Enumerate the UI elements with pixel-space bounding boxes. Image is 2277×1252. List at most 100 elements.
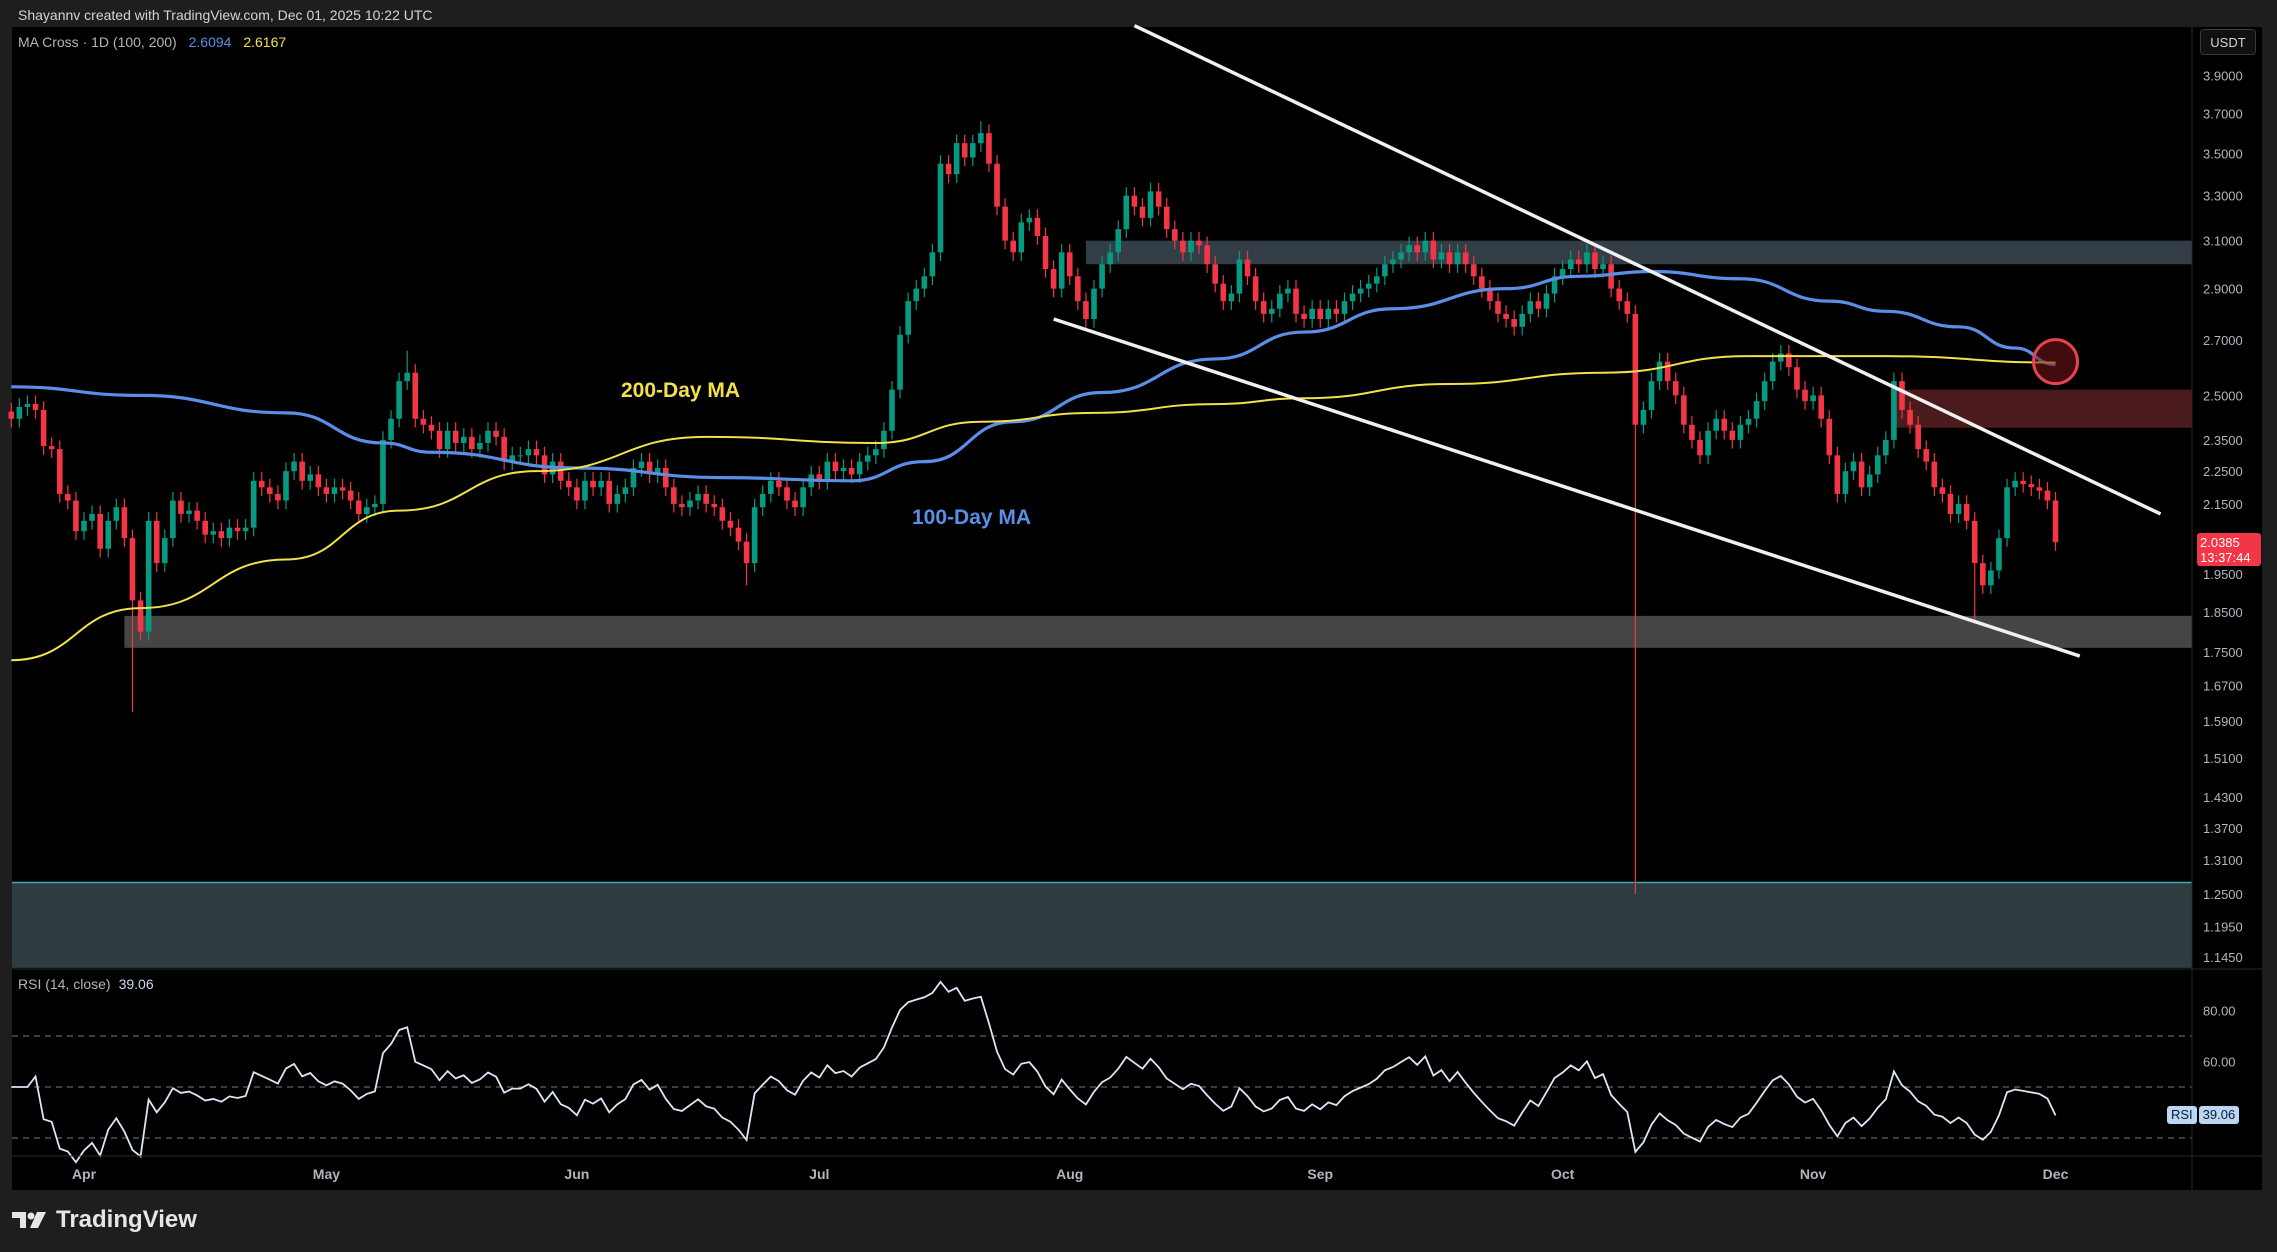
candle-body [1317,308,1324,320]
candle-body [1034,217,1041,237]
candle-body [1664,361,1671,382]
candle-body [2036,487,2043,491]
date-tick-label: May [313,1166,340,1182]
candle-body [1963,503,1970,521]
candle-body [566,480,572,488]
candle-body [840,467,847,472]
candle-body [1778,353,1784,362]
candle-body [1414,245,1420,253]
candle-body [234,527,241,532]
candle-body [1608,264,1614,289]
candle-body [784,487,790,501]
candle-body [1915,424,1921,450]
candle-body [1438,252,1445,260]
candle-body [1099,264,1105,289]
candle-body [283,471,289,501]
candle-body [1794,367,1800,390]
candle-body [1333,308,1340,314]
candle-body [1349,293,1356,302]
date-tick-label: Jun [564,1166,589,1182]
rsi-tick-label: 60.00 [2203,1055,2236,1070]
axes-layer[interactable]: 3.9000 3.7000 3.5000 3.3000 3.1000 2.9000 2.70… [72,69,2243,1182]
candle-body [873,449,879,456]
candle-body [420,418,427,425]
candle-body [1220,283,1227,302]
candle-body [1172,229,1178,241]
price-tick-label: 2.7000 [2203,333,2243,348]
candle-body [1188,240,1194,253]
candle-body [598,480,604,488]
candle-body [477,442,483,450]
candle-body [1721,418,1728,431]
ma100-line [11,269,2056,483]
channel-lower-trendline [1053,317,2081,658]
candle-body [412,372,419,419]
price-tick-label: 2.2500 [2203,464,2243,479]
rsi-layer [11,980,2057,1164]
candle-body [719,507,726,521]
candle-body [1907,409,1913,425]
candle-body [1883,439,1889,456]
candle-body [1923,449,1930,462]
candle-body [1891,381,1897,440]
candle-body [759,493,766,508]
candle-body [202,520,208,535]
price-tick-label: 1.1450 [2203,950,2243,965]
price-tick-label: 3.5000 [2203,146,2243,161]
currency-button[interactable]: USDT [2200,29,2256,55]
candle-body [1406,245,1412,253]
candle-body [380,439,386,504]
candle-body [945,163,952,175]
candle-body [1260,301,1267,314]
price-tick-label: 3.7000 [2203,106,2243,121]
candle-body [339,487,346,491]
candle-body [1527,301,1534,314]
candle-body [654,467,661,475]
supply-zone [1893,389,2192,428]
candle-body [469,436,475,450]
candle-body [436,430,443,450]
date-tick-label: Jul [809,1166,829,1182]
candle-body [1899,381,1905,410]
candle-body [889,389,895,431]
ma100-annotation: 100-Day MA [912,506,1032,529]
candle-body [1810,395,1816,402]
price-tick-label: 1.2500 [2203,887,2243,902]
ma-cross-legend[interactable]: MA Cross · 1D (100, 200) 2.6094 2.6167 [18,34,294,50]
candle-body [881,430,887,450]
candle-body [24,404,31,407]
candle-body [1382,264,1388,277]
candle-body [1010,240,1016,253]
candle-body [275,493,281,501]
candle-body [404,372,410,382]
candle-body [170,500,176,539]
candle-body [1454,252,1461,265]
tradingview-logo[interactable]: TradingView [12,1206,197,1234]
candle-body [557,461,564,481]
candle-body [250,480,257,528]
rsi-title: RSI (14, close) [18,976,111,992]
candle-body [1123,195,1130,230]
candle-body [776,480,782,488]
candle-body [1398,252,1404,260]
candle-body [1592,252,1598,270]
legend-ma200-value: 2.6167 [243,34,287,50]
candle-body [606,480,612,504]
candle-body [1672,381,1679,396]
last-price-badge: 2.0385 13:37:44 [2197,533,2261,566]
candle-body [1325,308,1332,320]
price-tick-label: 1.5900 [2203,714,2243,729]
rsi-legend[interactable]: RSI (14, close) 39.06 [18,976,154,992]
candle-body [1616,288,1622,302]
candle-body [8,411,15,419]
candle-body [1066,252,1073,277]
candle-body [1551,276,1558,294]
candle-body [1446,252,1453,265]
price-tick-label: 1.9500 [2203,567,2243,582]
chart-credit: Shayannv created with TradingView.com, D… [18,7,433,23]
candle-body [1357,288,1364,294]
candle-body [961,143,968,158]
rsi-badge: RSI 39.06 [2167,1106,2241,1124]
candle-body [331,487,338,494]
